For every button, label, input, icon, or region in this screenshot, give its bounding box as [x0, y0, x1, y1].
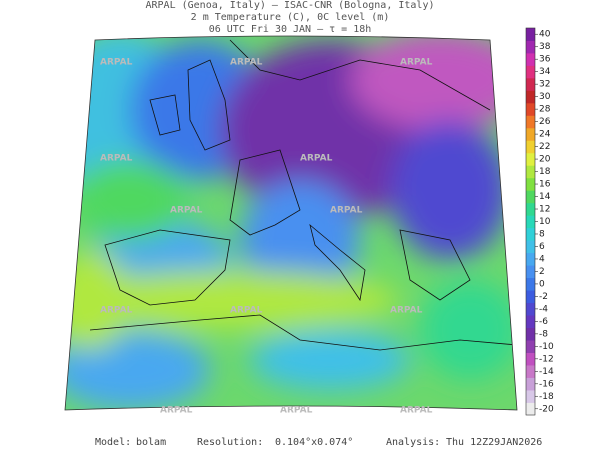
footer-label: Model: [95, 437, 131, 448]
colorbar-band [526, 52, 535, 66]
colorbar-tick-label: 22 [539, 142, 550, 152]
footer-label: Analysis: [386, 437, 440, 448]
watermark: ARPAL [280, 406, 313, 416]
footer-value: Thu 12Z29JAN2026 [446, 437, 542, 448]
colorbar-band [526, 365, 535, 378]
map [65, 36, 517, 410]
colorbar-tick-label: 28 [539, 105, 551, 115]
colorbar-tick-label: 4 [539, 254, 545, 264]
colorbar-band [526, 352, 535, 366]
watermark: ARPAL [100, 306, 133, 316]
watermark: ARPAL [100, 154, 133, 164]
colorbar-band [526, 252, 535, 266]
colorbar-tick-label: 34 [539, 67, 551, 77]
colorbar-band [526, 28, 535, 41]
colorbar-band [526, 215, 535, 229]
colorbar-tick-label: 24 [539, 130, 551, 140]
colorbar-band [526, 127, 535, 141]
colorbar-band [526, 115, 535, 129]
colorbar-band [526, 377, 535, 391]
watermark: ARPAL [400, 58, 433, 68]
colorbar-band [526, 265, 535, 279]
colorbar-tick-label: -12 [539, 354, 554, 364]
watermark: ARPAL [390, 306, 423, 316]
colorbar-tick-label: -2 [539, 292, 548, 302]
colorbar-band [526, 102, 535, 116]
colorbar-band [526, 227, 535, 241]
colorbar-tick-label: 32 [539, 80, 550, 90]
colorbar-tick-label: 38 [539, 42, 551, 52]
footer-label: Resolution: [197, 437, 263, 448]
colorbar-band [526, 152, 535, 166]
colorbar-band [526, 65, 535, 79]
colorbar-band [526, 327, 535, 341]
colorbar-band [526, 315, 535, 329]
colorbar-tick-label: -18 [539, 392, 554, 402]
footer-value: 0.104°x0.074° [275, 437, 353, 448]
colorbar-band [526, 290, 535, 304]
colorbar-tick-label: 0 [539, 279, 545, 289]
colorbar-band [526, 202, 535, 216]
header-line: 06 UTC Fri 30 JAN – τ = 18h [209, 24, 372, 35]
watermark: ARPAL [400, 406, 433, 416]
colorbar-tick-label: -4 [539, 304, 548, 314]
colorbar-tick-label: 36 [539, 55, 551, 65]
colorbar-tick-label: 14 [539, 192, 551, 202]
colorbar-band [526, 240, 535, 254]
colorbar-band [526, 140, 535, 154]
colorbar-tick-label: 26 [539, 117, 551, 127]
colorbar-band [526, 165, 535, 179]
colorbar-tick-label: 6 [539, 242, 545, 252]
watermarks: ARPAL ARPAL ARPAL ARPAL ARPAL ARPAL ARPAL ARPAL… [100, 58, 433, 416]
colorbar-band [526, 77, 535, 91]
map-frame [64, 35, 518, 411]
colorbar-tick-label: 40 [539, 30, 551, 40]
colorbar-tick-label: 8 [539, 229, 545, 239]
colorbar-tick-label: -20 [539, 404, 554, 414]
colorbar-band [526, 277, 535, 291]
watermark: ARPAL [170, 206, 203, 216]
header-line: 2 m Temperature (C), 0C level (m) [191, 12, 390, 23]
colorbar-tick-label: 10 [539, 217, 551, 227]
colorbar-tick-label: 20 [539, 155, 551, 165]
header-line: ARPAL (Genoa, Italy) – ISAC-CNR (Bologna… [146, 0, 435, 11]
colorbar-tick-label: 2 [539, 267, 545, 277]
watermark: ARPAL [160, 406, 193, 416]
colorbar-band [526, 90, 535, 104]
footer-value: bolam [136, 437, 166, 448]
colorbar-tick-label: 12 [539, 205, 550, 215]
colorbar-tick-label: -10 [539, 342, 554, 352]
colorbar-band [526, 402, 535, 416]
colorbar-tick-label: 18 [539, 167, 551, 177]
colorbar-tick-label: 30 [539, 92, 551, 102]
colorbar-tick-label: -6 [539, 317, 548, 327]
colorbar-band [526, 390, 535, 403]
colorbar-tick-label: -16 [539, 379, 554, 389]
watermark: ARPAL [230, 306, 263, 316]
colorbar-band [526, 340, 535, 353]
colorbar-band [526, 190, 535, 204]
colorbar-tick-label: -8 [539, 329, 548, 339]
watermark: ARPAL [230, 58, 263, 68]
colorbar-band [526, 40, 535, 54]
colorbar-band [526, 177, 535, 191]
watermark: ARPAL [330, 206, 363, 216]
colorbar-tick-label: 16 [539, 180, 551, 190]
watermark: ARPAL [300, 154, 333, 164]
colorbar-tick-label: -14 [539, 367, 554, 377]
watermark: ARPAL [100, 58, 133, 68]
colorbar-band [526, 302, 535, 316]
